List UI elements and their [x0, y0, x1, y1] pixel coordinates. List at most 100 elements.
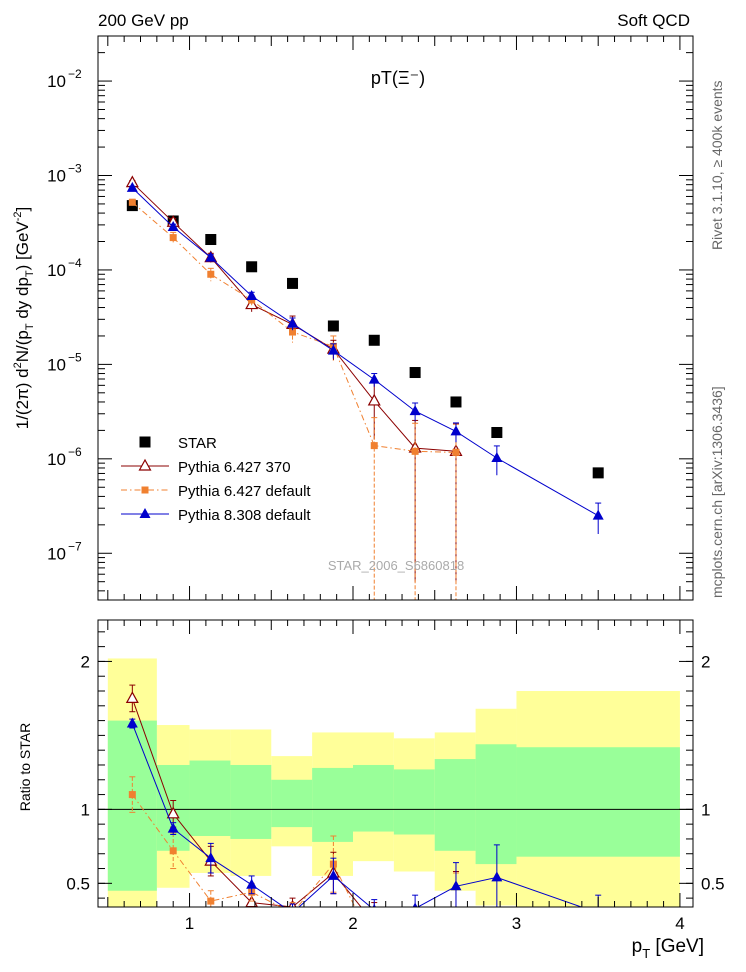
ratio-data-point: [450, 880, 462, 891]
data-point: [409, 405, 421, 416]
data-point: [368, 334, 380, 346]
ratio-data-point: [166, 806, 180, 819]
ratio-data-point: [128, 791, 136, 799]
uncertainty-band-inner: [271, 779, 313, 828]
y-tick-label: 10: [47, 355, 66, 374]
data-point: [368, 373, 380, 384]
data-point: [207, 270, 215, 278]
ratio-y-tick-label-right: 0.5: [701, 874, 725, 893]
header-left: 200 GeV pp: [98, 11, 189, 30]
ratio-data-point: [410, 928, 421, 938]
legend-label: Pythia 8.308 default: [178, 507, 311, 524]
legend-marker: [141, 486, 149, 494]
y-tick-exponent: −2: [68, 67, 82, 81]
ratio-axes: 0.5 0.5 1 1 2 2 1 2 3 4: [66, 620, 725, 933]
data-point: [327, 344, 339, 355]
ratio-data-point: [205, 852, 217, 863]
data-point: [452, 448, 460, 456]
ratio-data-point: [167, 822, 179, 833]
data-point: [370, 442, 378, 450]
data-point: [287, 317, 299, 328]
y-tick-label: 10: [47, 72, 66, 91]
ratio-data-point: [207, 897, 215, 905]
y-tick-exponent: −4: [68, 256, 82, 270]
ratio-data-point: [598, 906, 599, 907]
data-point: [409, 367, 421, 379]
uncertainty-band-inner: [189, 760, 231, 836]
ratio-y-tick-label-right: 2: [701, 652, 710, 671]
legend-marker: [138, 458, 152, 471]
data-point: [246, 261, 258, 273]
ratio-data-point: [412, 933, 419, 940]
y-tick-label: 10: [47, 544, 66, 563]
series-line-1: [131, 182, 457, 452]
legend-label: STAR: [178, 435, 217, 452]
ratio-data-point: [169, 847, 177, 855]
y-tick-label: 10: [47, 450, 66, 469]
ratio-data-point: [126, 717, 138, 728]
data-point: [592, 467, 604, 479]
chart-title: pT(Ξ⁻): [371, 68, 425, 88]
ratio-data-point: [455, 905, 457, 907]
ratio-data-point: [246, 878, 258, 889]
x-tick-label: 2: [348, 914, 357, 933]
x-tick-label: 4: [675, 914, 684, 933]
uncertainty-band-inner: [312, 767, 353, 842]
data-point: [450, 425, 462, 436]
ratio-y-tick-label-right: 1: [701, 800, 710, 819]
main-y-axis-label: 1/(2π) d2N/(pT dy dpT) [GeV-2]: [12, 207, 36, 430]
data-point: [167, 220, 179, 231]
rivet-version-label: Rivet 3.1.10, ≥ 400k events: [709, 80, 725, 250]
ratio-data-point: [412, 902, 418, 907]
legend: STAR Pythia 6.427 370 Pythia 6.427 default…: [121, 435, 311, 524]
x-tick-label: 1: [185, 914, 194, 933]
legend-label: Pythia 6.427 370: [178, 459, 291, 476]
ratio-series-line-1: [131, 794, 356, 907]
x-axis-label: pT [GeV]: [632, 936, 704, 961]
data-point: [287, 277, 299, 289]
ratio-data-point: [125, 691, 139, 704]
ratio-y-axis-label: Ratio to STAR: [17, 723, 33, 811]
main-axes: 10−710−610−510−410−310−2: [47, 36, 693, 600]
ratio-y-tick-label: 1: [81, 800, 90, 819]
uncertainty-band-inner: [230, 764, 272, 839]
uncertainty-band-inner: [107, 720, 157, 891]
main-plot-area: [125, 175, 604, 600]
ratio-data-point: [491, 871, 503, 882]
y-tick-exponent: −3: [68, 162, 82, 176]
data-point: [126, 181, 138, 192]
data-point: [592, 509, 604, 520]
y-tick-exponent: −5: [68, 350, 82, 364]
data-point: [205, 251, 217, 262]
x-tick-label: 3: [512, 914, 521, 933]
legend-marker: [139, 436, 151, 448]
uncertainty-band-inner: [434, 759, 476, 851]
ratio-data-point: [369, 917, 380, 927]
y-tick-exponent: −7: [68, 539, 82, 553]
ratio-plot-area: [98, 658, 693, 949]
header-right: Soft QCD: [617, 11, 690, 30]
data-point: [450, 396, 462, 408]
ratio-data-point: [372, 903, 376, 907]
analysis-watermark: STAR_2006_S6860818: [328, 558, 464, 573]
data-point: [205, 234, 217, 246]
y-tick-label: 10: [47, 167, 66, 186]
uncertainty-band-inner: [393, 769, 435, 835]
ratio-data-point: [371, 942, 378, 949]
data-point: [289, 328, 297, 336]
ratio-frame: [97, 619, 694, 908]
ratio-y-tick-label: 2: [81, 652, 90, 671]
ratio-data-point: [452, 911, 459, 918]
y-tick-label: 10: [47, 261, 66, 280]
main-frame: [97, 35, 694, 601]
legend-marker: [139, 508, 151, 518]
uncertainty-band-inner: [475, 744, 517, 865]
data-point: [128, 198, 136, 206]
data-point: [491, 426, 503, 438]
ratio-y-tick-label: 0.5: [66, 874, 90, 893]
data-point: [411, 447, 419, 455]
legend-label: Pythia 6.427 default: [178, 483, 311, 500]
data-point: [246, 289, 258, 300]
uncertainty-band-inner: [516, 747, 680, 857]
uncertainty-band-inner: [353, 764, 394, 832]
